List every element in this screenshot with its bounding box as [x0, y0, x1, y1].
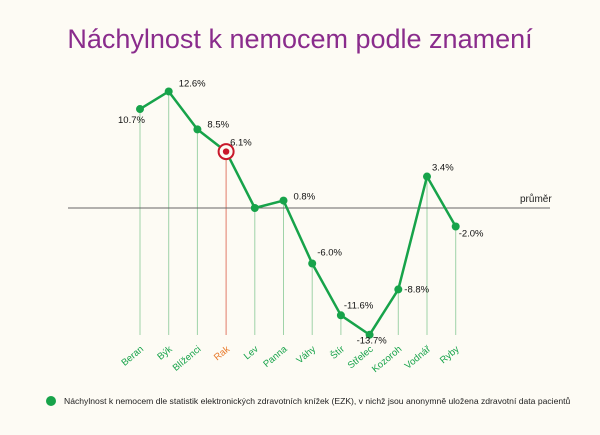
data-point-7 [336, 311, 345, 320]
legend-text: Náchylnost k nemocem dle statistik elekt… [64, 396, 571, 406]
x-tick-label-1: Býk [155, 344, 174, 363]
data-point-1 [164, 87, 173, 96]
baseline-label: průměr [520, 193, 552, 205]
x-tick-label-3: Rak [212, 344, 232, 363]
data-point-9 [394, 285, 403, 294]
data-point-3 [222, 148, 230, 155]
value-label-9: -8.8% [404, 284, 429, 295]
legend-marker [46, 396, 56, 406]
data-point-8 [365, 330, 374, 339]
x-tick-label-0: Beran [119, 344, 145, 369]
x-tick-label-11: Ryby [438, 344, 462, 366]
x-tick-label-5: Panna [261, 343, 290, 370]
value-label-5: 0.8% [294, 192, 316, 203]
data-point-11 [451, 222, 460, 231]
value-label-1: 12.6% [179, 78, 206, 89]
x-tick-label-9: Kozoroh [370, 344, 404, 375]
series-line [139, 90, 457, 336]
value-label-8: -13.7% [357, 336, 388, 347]
value-label-3: 6.1% [230, 138, 252, 149]
legend: Náchylnost k nemocem dle statistik elekt… [46, 396, 586, 406]
x-tick-label-7: Štír [328, 344, 346, 362]
x-tick-label-6: Váhy [294, 344, 318, 367]
value-label-6: -6.0% [317, 248, 342, 259]
data-point-2 [193, 125, 202, 134]
data-point-0 [136, 105, 144, 114]
x-tick-label-2: Blíženci [171, 344, 204, 374]
value-label-10: 3.4% [432, 163, 454, 174]
data-point-6 [308, 259, 317, 268]
x-tick-label-4: Lev [242, 344, 261, 362]
chart-title: Náchylnost k nemocem podle znamení [67, 24, 533, 54]
data-point-4 [250, 204, 259, 212]
data-points [136, 87, 460, 339]
value-label-2: 8.5% [207, 119, 229, 130]
value-label-7: -11.6% [344, 300, 374, 311]
x-tick-label-10: Vodnář [403, 343, 434, 371]
data-point-5 [279, 196, 288, 205]
value-label-11: -2.0% [459, 229, 484, 240]
value-label-0: 10.7% [118, 115, 145, 126]
drop-lines [139, 91, 457, 335]
value-labels: 10.7% 12.6% 8.5%6.1% 0.8% -6.0% -11.6% -13.7% -… [118, 78, 484, 346]
data-point-10 [423, 172, 431, 181]
